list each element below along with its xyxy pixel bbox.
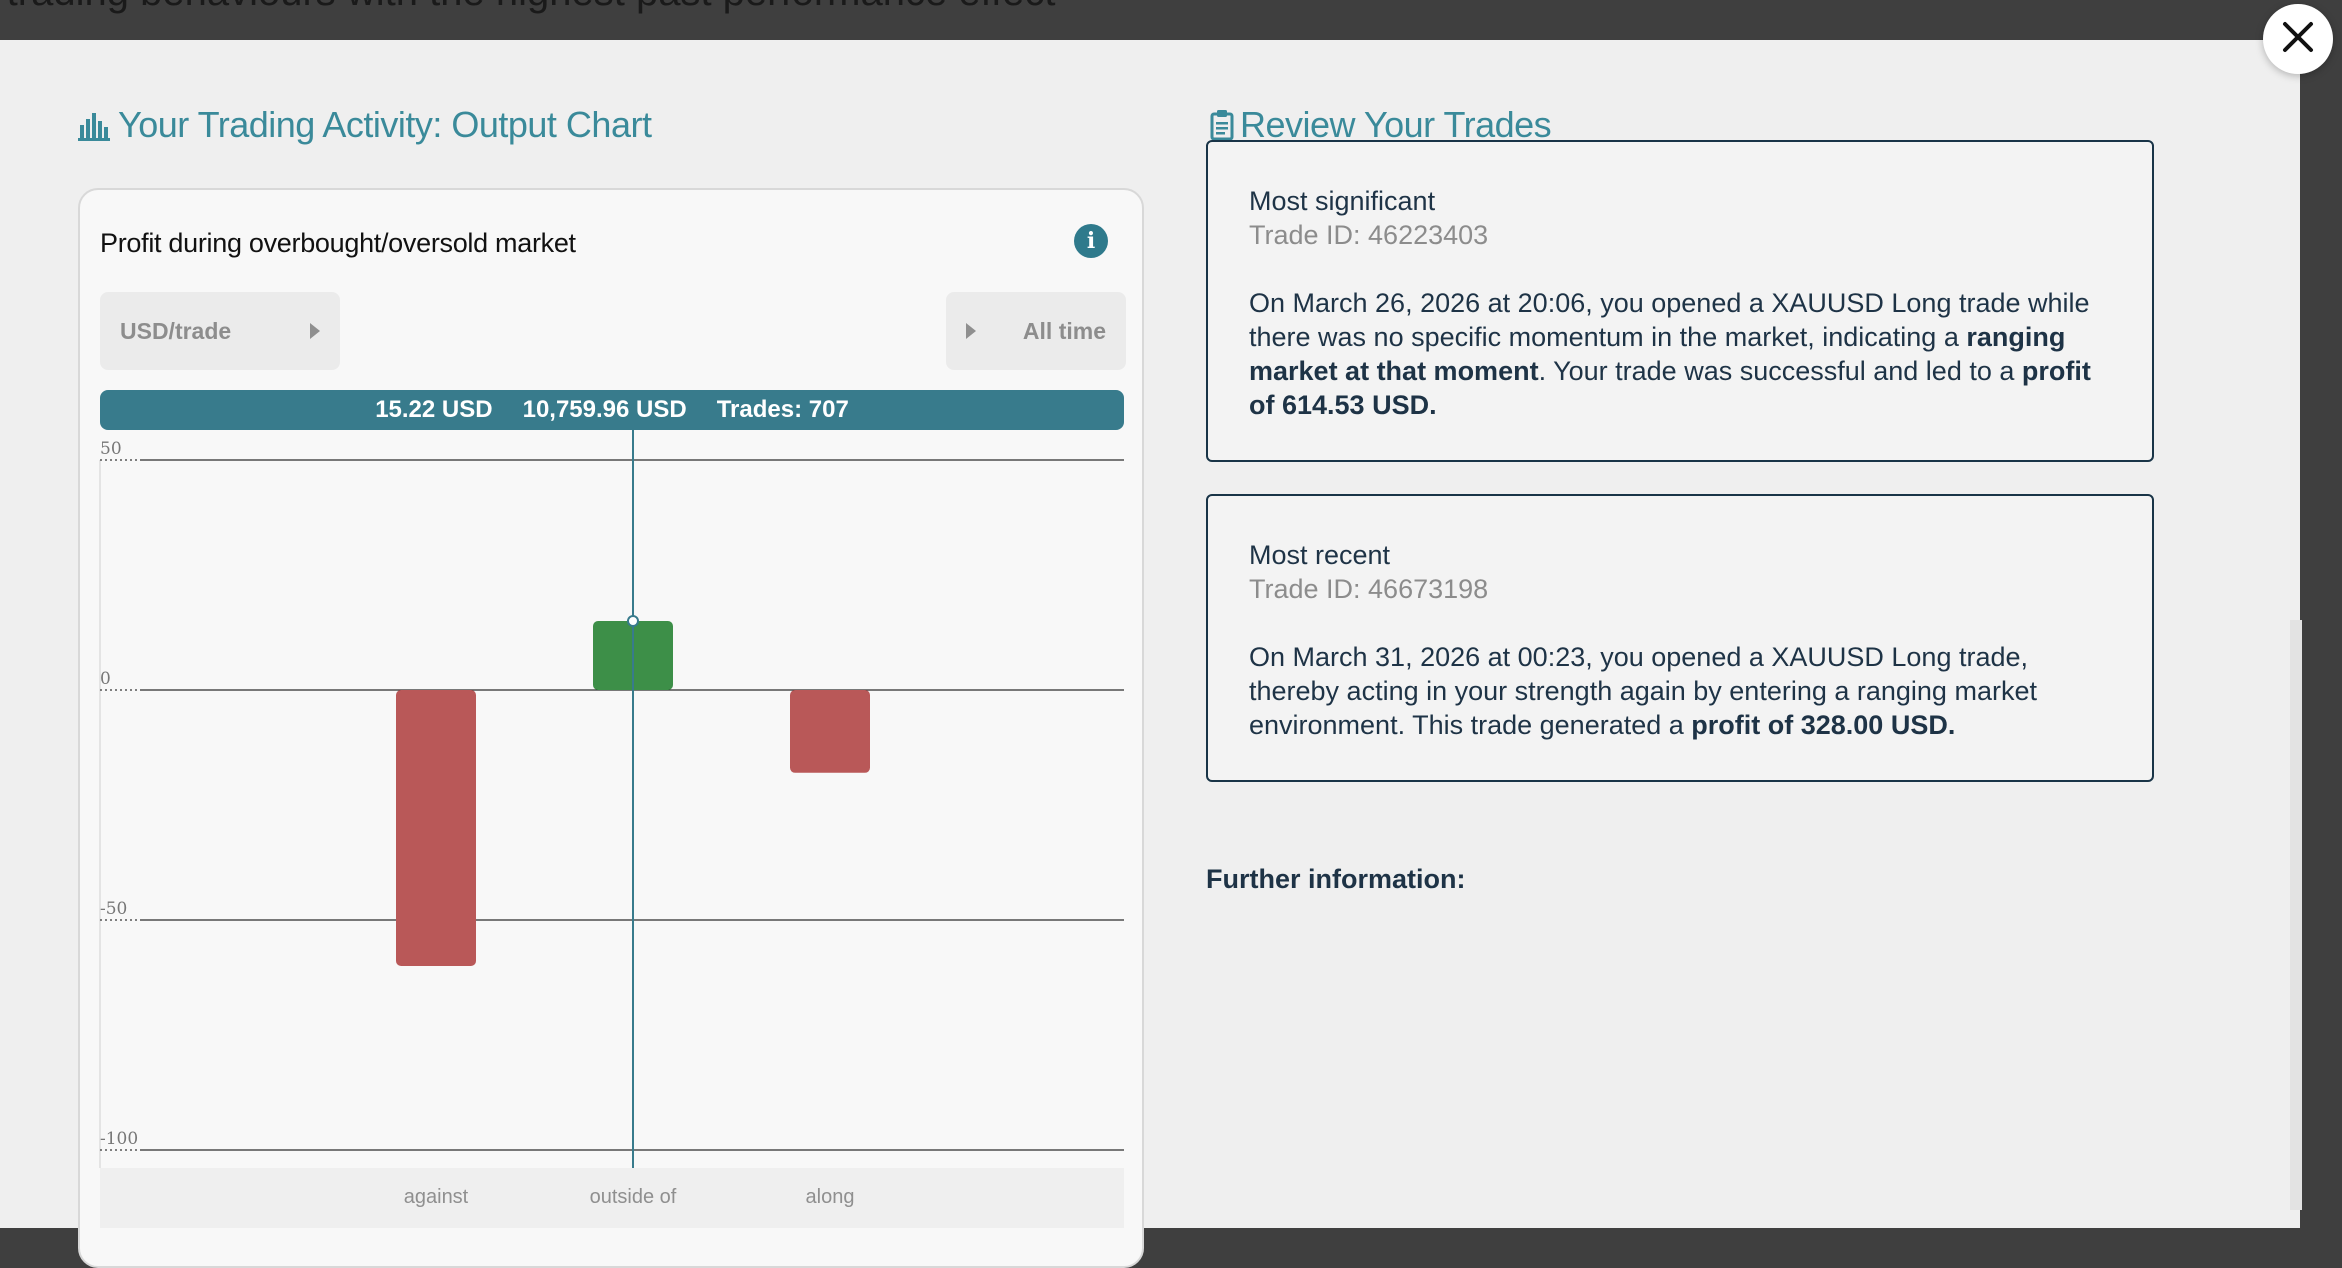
scrollbar[interactable] (2290, 620, 2302, 1210)
most-significant-heading: Most significant (1249, 186, 1436, 216)
unit-selector-label: USD/trade (120, 317, 232, 344)
summary-average: 15.22 USD (375, 396, 493, 423)
y-tick-label: 50 (100, 439, 122, 459)
bar-against[interactable] (396, 690, 476, 966)
review-section-title-text: Review Your Trades (1240, 104, 1552, 145)
trading-activity-modal: Your Trading Activity: Output Chart Revi… (0, 40, 2302, 1268)
chart-card-title: Profit during overbought/oversold market (100, 228, 576, 258)
most-recent-trade-card: Most recent Trade ID: 46673198 On March … (1206, 494, 2154, 782)
chart-card: Profit during overbought/oversold market… (78, 188, 1144, 1268)
most-significant-trade-card: Most significant Trade ID: 46223403 On M… (1206, 140, 2154, 462)
y-tick-label: 0 (100, 669, 111, 689)
x-tick-label: against (403, 1186, 469, 1208)
summary-trades: Trades: 707 (716, 396, 849, 423)
summary-total: 10,759.96 USD (522, 396, 687, 423)
info-icon[interactable]: i (1074, 224, 1108, 258)
play-arrow-icon (310, 323, 320, 339)
y-tick-label: -50 (100, 899, 127, 919)
x-tick-label: along (805, 1186, 855, 1208)
close-button[interactable] (2263, 4, 2333, 74)
most-significant-trade-id: Trade ID: 46223403 (1249, 220, 1489, 250)
play-arrow-icon (966, 323, 976, 339)
summary-bar: 15.22 USD 10,759.96 USD Trades: 707 (100, 390, 1124, 430)
bar-chart-plot: 50 0 -50 -100 (99, 430, 1124, 1168)
period-selector[interactable]: All time (946, 292, 1126, 370)
x-axis-area (100, 1168, 1124, 1228)
y-tick-label: -100 (100, 1129, 138, 1149)
background-page-text: ur trading behaviours with the highest p… (0, 0, 1055, 15)
period-selector-label: All time (1022, 317, 1106, 344)
x-tick-label: outside of (589, 1186, 677, 1208)
most-significant-description: On March 26, 2026 at 20:06, you opened a… (1249, 288, 2091, 420)
chart-section-title-text: Your Trading Activity: Output Chart (118, 104, 652, 145)
bar-chart-icon (78, 109, 112, 141)
most-recent-description: On March 31, 2026 at 00:23, you opened a… (1249, 642, 2037, 740)
most-recent-trade-id: Trade ID: 46673198 (1249, 574, 1489, 604)
plot-background (100, 430, 1124, 1168)
most-recent-heading: Most recent (1249, 540, 1391, 570)
bar-along[interactable] (790, 690, 870, 773)
chart-section-title: Your Trading Activity: Output Chart (78, 104, 652, 146)
hover-point (627, 615, 639, 627)
clipboard-icon (1210, 109, 1234, 141)
further-information-label: Further information: (1206, 864, 1466, 894)
close-icon (2281, 20, 2315, 59)
unit-selector[interactable]: USD/trade (100, 292, 340, 370)
review-section-title: Review Your Trades (1210, 104, 1552, 146)
